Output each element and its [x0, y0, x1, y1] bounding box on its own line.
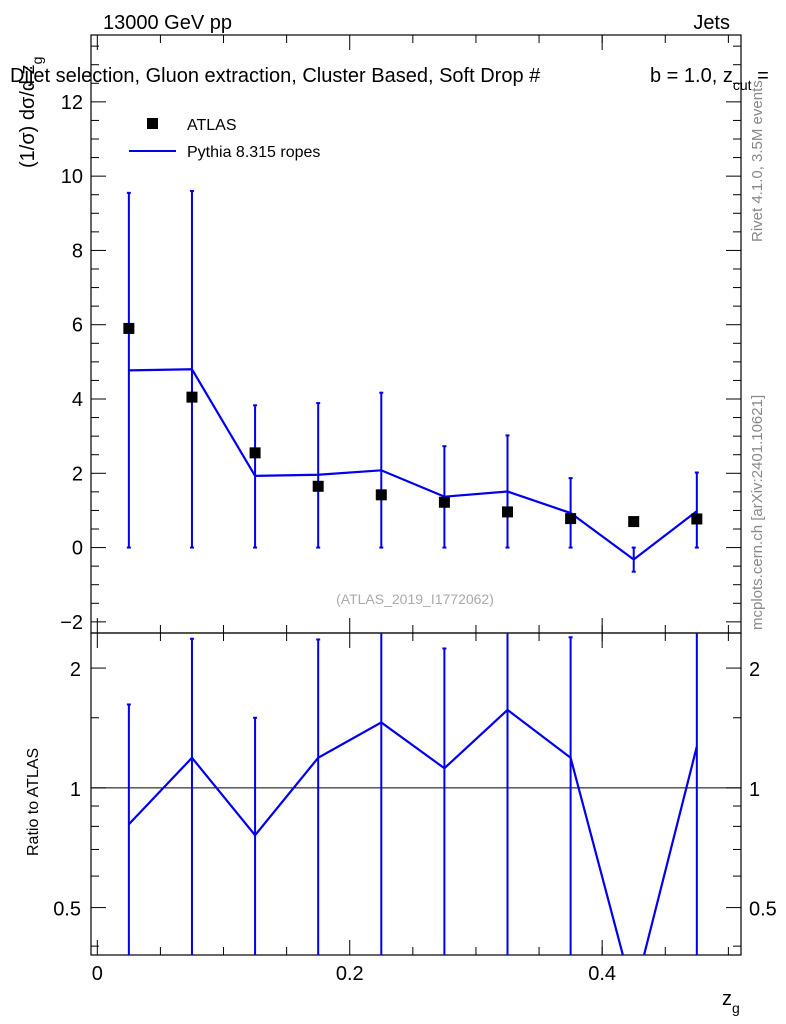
ratio-y-axis-label: Ratio to ATLAS — [25, 748, 42, 856]
main-y-tick-label: 4 — [72, 389, 83, 411]
ratio-y-tick-label: 1 — [70, 779, 81, 801]
ratio-y-tick-label-right: 1 — [749, 779, 760, 801]
main-y-tick-label: 8 — [72, 240, 83, 262]
atlas-data-point — [375, 489, 387, 501]
plot-title-value: = 1.0, z — [661, 65, 733, 87]
atlas-data-point — [186, 391, 198, 403]
ratio-y-tick-label-right: 2 — [749, 659, 760, 681]
atlas-data-point — [438, 496, 450, 508]
analysis-watermark: (ATLAS_2019_I1772062) — [336, 591, 494, 607]
ratio-plot-marks — [91, 633, 741, 955]
main-y-axis-label-sub: g — [29, 57, 45, 65]
x-tick-label: 0 — [92, 963, 103, 985]
ratio-plot-frame — [90, 632, 742, 956]
main-y-tick-label: 10 — [61, 166, 83, 188]
main-y-tick-label: 0 — [72, 538, 83, 560]
atlas-data-point — [249, 447, 261, 459]
plot-title-beta: b — [650, 65, 661, 87]
main-y-tick-label: 6 — [72, 315, 83, 337]
main-axis-ticks: −2 0 2 4 6 8 10 12 — [60, 45, 741, 634]
atlas-data-point — [628, 516, 640, 528]
plot-title-end: = — [752, 65, 769, 87]
main-y-tick-label: 12 — [61, 92, 83, 114]
main-y-tick-label: −2 — [60, 612, 83, 634]
ratio-y-tick-label: 2 — [70, 659, 81, 681]
plot-title-tail: b = 1.0, zcut = — [650, 65, 769, 93]
collision-label: 13000 GeV pp — [103, 12, 232, 34]
atlas-data-point — [691, 513, 703, 525]
ratio-y-tick-label: 0.5 — [53, 899, 81, 921]
process-label: Jets — [693, 12, 730, 34]
main-y-axis-label: (1/σ) dσ/d zg — [17, 57, 45, 168]
main-y-axis-label-text: (1/σ) dσ/d z — [17, 64, 39, 168]
legend-mc-label: Pythia 8.315 ropes — [187, 144, 320, 161]
rivet-label: Rivet 4.1.0, 3.5M events — [749, 80, 766, 242]
x-tick-label: 0.4 — [588, 963, 616, 985]
main-plot-marks — [123, 190, 703, 573]
atlas-data-point — [123, 322, 135, 334]
atlas-data-point — [312, 480, 324, 492]
plot-title: Dijet selection, Gluon extraction, Clust… — [10, 65, 541, 87]
legend-data-label: ATLAS — [187, 117, 237, 134]
main-y-tick-label: 2 — [72, 463, 83, 485]
x-axis-label-text: z — [722, 988, 732, 1010]
x-tick-label: 0.2 — [336, 963, 364, 985]
ratio-axis-ticks: 0.5 0.5 1 1 2 2 — [53, 659, 777, 947]
plot-title-main: Dijet selection, Gluon extraction, Clust… — [10, 65, 541, 87]
ratio-series-line — [128, 708, 698, 955]
x-axis-ticks: 0 0.2 0.4 — [92, 35, 729, 985]
mcplots-label: mcplots.cern.ch [arXiv:2401.10621] — [749, 395, 766, 630]
mc-series-line — [128, 368, 698, 561]
atlas-data-point — [502, 506, 514, 518]
legend: ATLAS Pythia 8.315 ropes — [129, 117, 320, 161]
atlas-data-point — [565, 513, 577, 525]
ratio-y-tick-label-right: 0.5 — [749, 899, 777, 921]
plot-title-sub: cut — [733, 77, 752, 93]
x-axis-label: zg — [722, 988, 740, 1016]
legend-data-marker — [147, 118, 158, 129]
x-axis-label-sub: g — [732, 1000, 740, 1016]
